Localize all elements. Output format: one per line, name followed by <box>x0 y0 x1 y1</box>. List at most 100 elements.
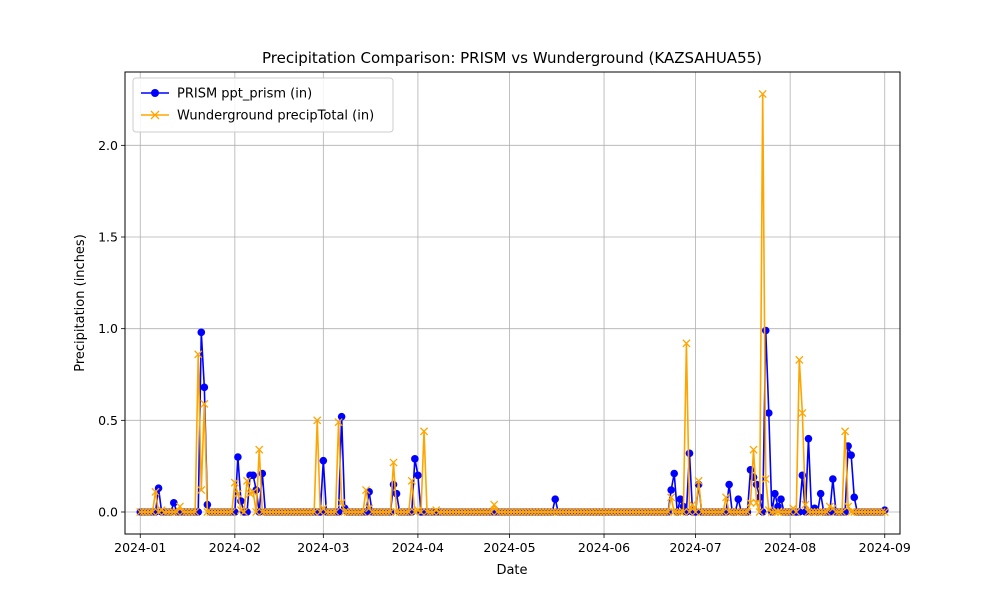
legend-marker <box>151 89 159 97</box>
legend-label: Wunderground precipTotal (in) <box>177 109 374 124</box>
data-point <box>697 507 706 517</box>
data-point <box>813 507 822 517</box>
data-point <box>694 476 703 485</box>
chart-title: Precipitation Comparison: PRISM vs Wunde… <box>262 49 762 67</box>
data-point <box>856 507 865 517</box>
data-point <box>679 507 688 517</box>
data-point <box>438 507 447 517</box>
data-point <box>847 451 855 459</box>
data-point <box>471 507 480 517</box>
data-point <box>453 507 462 517</box>
y-axis-label: Precipitation (inches) <box>73 234 88 372</box>
data-point <box>307 507 316 517</box>
data-point <box>389 480 398 489</box>
data-point <box>249 471 257 480</box>
data-point <box>816 507 825 517</box>
data-point <box>322 507 331 517</box>
data-point <box>761 326 770 335</box>
legend-marker <box>150 110 160 120</box>
data-point <box>447 507 456 517</box>
data-point <box>368 507 377 517</box>
data-point <box>636 507 645 517</box>
data-point <box>450 507 459 517</box>
data-point <box>380 507 389 517</box>
data-point <box>831 507 840 517</box>
data-point <box>722 493 731 502</box>
data-point <box>377 507 386 517</box>
x-tick-label: 2024-06 <box>578 540 630 555</box>
data-point <box>871 507 880 517</box>
data-point <box>725 507 734 517</box>
data-point <box>654 507 664 517</box>
data-point <box>749 445 758 454</box>
plot-frame <box>124 71 901 535</box>
data-point <box>642 507 651 517</box>
data-point <box>862 507 871 517</box>
y-tick-label: 2.0 <box>98 138 118 153</box>
data-point <box>545 507 554 517</box>
data-point <box>603 507 612 517</box>
data-point <box>542 507 551 517</box>
data-point <box>148 507 157 517</box>
data-point <box>599 507 609 517</box>
y-axis: 0.0 0.5 1.0 1.5 2.0 <box>98 138 125 520</box>
data-point <box>502 507 511 517</box>
data-point <box>325 507 334 517</box>
data-point <box>767 507 776 517</box>
data-point <box>731 507 740 517</box>
series-wunderground <box>136 89 889 517</box>
data-point <box>673 507 682 517</box>
data-point <box>709 507 718 517</box>
data-point <box>407 476 416 485</box>
data-point <box>520 507 529 517</box>
data-point <box>725 480 733 489</box>
data-point <box>414 471 422 480</box>
x-tick-label: 2024-08 <box>764 540 816 555</box>
data-point <box>252 507 261 517</box>
data-point <box>740 507 749 517</box>
data-point <box>590 507 599 517</box>
data-point <box>139 507 148 517</box>
x-tick-label: 2024-05 <box>483 540 535 555</box>
data-point <box>712 507 721 517</box>
data-point <box>444 507 453 517</box>
data-point <box>163 507 172 517</box>
legend-entry: Wunderground precipTotal (in) <box>141 109 374 124</box>
data-point <box>355 507 365 517</box>
data-point <box>764 409 773 417</box>
data-point <box>197 485 206 495</box>
data-point <box>267 507 276 517</box>
data-point <box>392 507 401 517</box>
x-tick-label: 2024-07 <box>669 540 721 555</box>
data-point <box>215 507 224 517</box>
data-point <box>572 507 581 517</box>
x-axis: 2024-01 2024-02 2024-03 2024-04 2024-05 2024-… <box>114 534 911 555</box>
data-point <box>304 507 313 517</box>
x-tick-label: 2024-03 <box>297 540 349 555</box>
data-point <box>746 498 755 507</box>
data-point <box>859 507 868 517</box>
data-point <box>548 507 557 517</box>
data-point <box>419 427 429 436</box>
data-point <box>779 507 789 517</box>
legend-entry: PRISM ppt_prism (in) <box>141 87 312 102</box>
data-point <box>484 507 493 517</box>
data-point <box>358 507 368 517</box>
data-point <box>771 489 779 498</box>
data-point <box>551 495 560 503</box>
data-point <box>328 507 337 517</box>
data-point <box>593 507 602 517</box>
data-point <box>523 507 532 517</box>
data-point <box>621 507 630 517</box>
data-point <box>465 507 474 517</box>
data-point <box>371 507 380 517</box>
legend: PRISM ppt_prism (in) Wunderground precipT… <box>132 77 394 133</box>
data-point <box>804 507 813 517</box>
data-point <box>667 486 675 494</box>
data-point <box>557 507 566 517</box>
data-point <box>829 475 837 483</box>
data-point <box>630 507 639 517</box>
data-point <box>279 507 288 517</box>
data-point <box>633 507 642 517</box>
plot-area <box>124 71 901 535</box>
